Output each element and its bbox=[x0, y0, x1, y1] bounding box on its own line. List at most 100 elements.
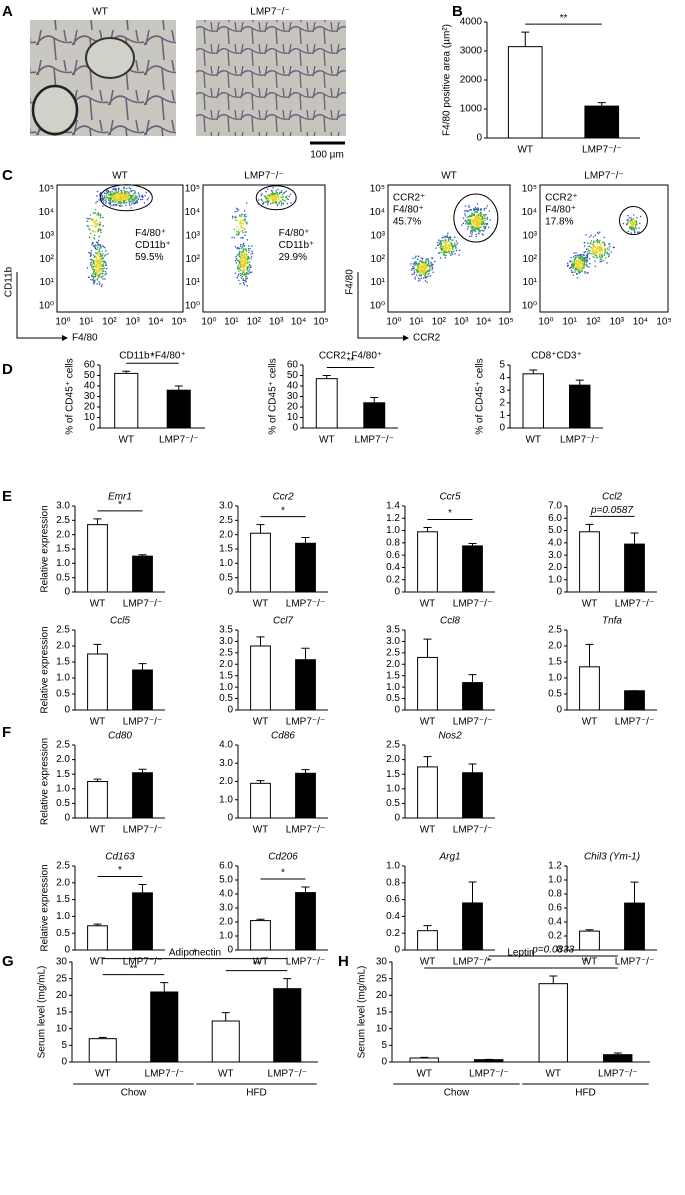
event-dot bbox=[438, 252, 440, 254]
y-tick-label: 1.5 bbox=[219, 670, 233, 681]
event-dot bbox=[474, 208, 476, 210]
event-dot bbox=[276, 196, 278, 198]
event-dot bbox=[108, 197, 110, 199]
event-dot bbox=[104, 202, 107, 204]
event-dot bbox=[571, 264, 573, 267]
event-dot bbox=[93, 262, 95, 264]
event-dot bbox=[451, 253, 454, 255]
event-dot bbox=[267, 201, 269, 203]
x-tick-label: LMP7⁻/⁻ bbox=[286, 717, 325, 728]
event-dot bbox=[423, 266, 425, 268]
event-dot bbox=[432, 264, 434, 266]
event-dot bbox=[241, 265, 244, 268]
error-bar bbox=[301, 886, 310, 893]
event-dot bbox=[271, 189, 273, 192]
event-dot bbox=[270, 193, 272, 195]
event-dot bbox=[141, 196, 144, 198]
error-bar bbox=[93, 518, 102, 525]
event-dot bbox=[425, 272, 427, 275]
event-dot bbox=[424, 275, 426, 277]
event-dot bbox=[608, 254, 610, 256]
bar bbox=[579, 531, 600, 593]
event-dot bbox=[119, 203, 122, 205]
error-bar bbox=[256, 636, 265, 646]
event-dot bbox=[94, 252, 97, 254]
event-dot bbox=[243, 266, 245, 269]
event-dot bbox=[572, 266, 575, 268]
y-tick-label: 1.5 bbox=[548, 657, 562, 668]
event-dot bbox=[277, 188, 279, 191]
event-dot bbox=[574, 270, 576, 272]
y-tick-label: 25 bbox=[376, 973, 388, 984]
event-dot bbox=[113, 195, 115, 197]
event-dot bbox=[102, 245, 104, 247]
event-dot bbox=[481, 215, 483, 218]
event-dot bbox=[478, 222, 481, 224]
event-dot bbox=[130, 197, 132, 199]
event-dot bbox=[115, 190, 117, 192]
event-dot bbox=[473, 212, 476, 214]
event-dot bbox=[244, 213, 246, 216]
error-bar bbox=[423, 756, 432, 767]
event-dot bbox=[123, 189, 125, 192]
bar bbox=[462, 902, 483, 951]
x-tick-label: 10² bbox=[247, 317, 262, 328]
y-tick-label: 1.5 bbox=[56, 894, 70, 905]
event-dot bbox=[441, 248, 443, 250]
event-dot bbox=[276, 204, 279, 207]
event-dot bbox=[473, 230, 475, 232]
event-dot bbox=[114, 204, 116, 206]
x-tick-label: WT bbox=[420, 717, 436, 728]
event-dot bbox=[604, 244, 606, 246]
y-tick-label: 2.0 bbox=[548, 562, 562, 573]
x-tick-label: LMP7⁻/⁻ bbox=[286, 599, 325, 610]
event-dot bbox=[479, 224, 481, 227]
event-dot bbox=[440, 240, 443, 242]
event-dot bbox=[115, 191, 118, 193]
event-dot bbox=[92, 254, 94, 256]
event-dot bbox=[117, 203, 119, 205]
event-dot bbox=[441, 245, 443, 248]
event-dot bbox=[244, 248, 246, 250]
event-dot bbox=[467, 219, 469, 221]
event-dot bbox=[453, 245, 456, 247]
event-dot bbox=[96, 283, 98, 285]
event-dot bbox=[100, 285, 103, 288]
event-dot bbox=[89, 255, 92, 257]
event-dot bbox=[112, 192, 114, 194]
event-dot bbox=[579, 271, 581, 274]
event-dot bbox=[484, 223, 486, 225]
event-dot bbox=[484, 226, 487, 228]
y-tick-label: 1 bbox=[499, 410, 505, 421]
event-dot bbox=[98, 269, 100, 272]
event-dot bbox=[112, 200, 114, 202]
event-dot bbox=[246, 260, 248, 262]
event-dot bbox=[596, 256, 598, 258]
event-dot bbox=[591, 248, 594, 250]
event-dot bbox=[448, 249, 450, 252]
event-dot bbox=[129, 199, 131, 201]
event-dot bbox=[96, 257, 98, 259]
event-dot bbox=[119, 197, 121, 199]
event-dot bbox=[99, 193, 101, 195]
error-bar bbox=[468, 542, 477, 546]
event-dot bbox=[245, 253, 248, 255]
error-bar bbox=[423, 527, 432, 532]
event-dot bbox=[265, 201, 267, 203]
y-tick-label: 0.5 bbox=[56, 928, 70, 939]
event-dot bbox=[599, 257, 602, 259]
y-tick-label: 0.6 bbox=[386, 894, 400, 905]
event-dot bbox=[579, 258, 581, 260]
event-dot bbox=[258, 199, 260, 201]
event-dot bbox=[415, 262, 417, 264]
y-tick-label: 10³ bbox=[40, 230, 55, 241]
event-dot bbox=[468, 226, 470, 228]
event-dot bbox=[133, 199, 135, 201]
y-tick-label: 10⁰ bbox=[370, 301, 385, 312]
y-tick-label: 10⁴ bbox=[370, 207, 385, 218]
y-tick-label: 0.5 bbox=[56, 572, 70, 583]
event-dot bbox=[594, 253, 596, 256]
significance-label: * bbox=[281, 505, 285, 516]
event-dot bbox=[106, 196, 108, 199]
event-dot bbox=[582, 256, 584, 259]
